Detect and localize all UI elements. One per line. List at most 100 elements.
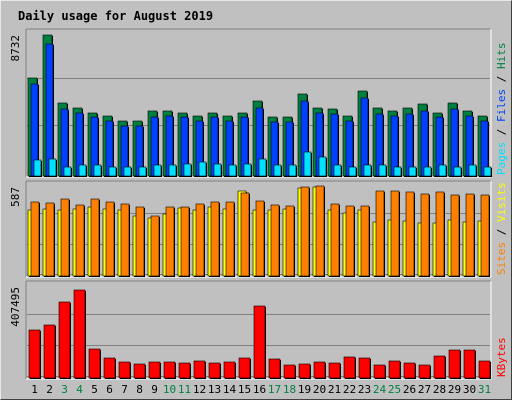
bar-kbytes-day-15 [238,357,251,379]
bar-pages-day-13 [213,163,222,177]
day-axis-labels: 1 2 3 4 5 6 7 8 9 10 11 12 13 14 15 16 17 18 19 20 21 22 23 24 2… [31,383,491,396]
bar-sites-day-12 [195,203,205,277]
day-label: 21 [328,383,341,396]
bar-pages-day-31 [483,166,492,177]
bar-kbytes-day-1 [28,329,41,379]
legend-hits-files-pages: Pages / Files / Hits [495,43,508,176]
bar-sites-day-19 [300,186,310,277]
day-label: 29 [448,383,461,396]
day-label: 24 [373,383,387,396]
bar-kbytes-day-10 [163,361,176,379]
legend-visits-sites: Sites / Visits [495,182,508,275]
legend-item: Hits [495,43,508,70]
bar-files-day-23 [360,97,369,177]
bar-sites-day-31 [480,194,490,277]
bar-sites-day-26 [405,191,415,277]
bar-sites-day-2 [45,202,55,277]
bar-kbytes-day-13 [208,362,221,379]
legend-item: Pages [495,142,508,175]
bar-kbytes-day-27 [418,364,431,379]
bar-kbytes-day-20 [313,361,326,379]
bar-pages-day-10 [168,164,177,177]
bar-files-day-27 [420,110,429,177]
day-label: 22 [343,383,356,396]
bar-sites-day-7 [120,203,130,277]
bar-kbytes-day-3 [58,301,71,379]
bar-pages-day-20 [318,156,327,177]
bar-kbytes-day-8 [133,363,146,379]
bar-pages-day-9 [153,164,162,177]
bar-sites-day-23 [360,205,370,277]
day-label: 13 [208,383,221,396]
bar-pages-day-3 [63,166,72,177]
bar-kbytes-day-9 [148,361,161,379]
day-label: 9 [151,383,158,396]
day-label: 18 [283,383,296,396]
chart-panels: 8732 Pages / Files / Hits 587 Sites / Visit… [9,28,508,380]
day-label: 8 [136,383,143,396]
bar-sites-day-6 [105,201,115,277]
bar-pages-day-19 [303,151,312,177]
day-label: 4 [76,383,83,396]
day-label: 14 [223,383,237,396]
bar-sites-day-25 [390,190,400,277]
day-label: 27 [418,383,431,396]
bar-kbytes-day-18 [283,364,296,379]
bar-kbytes-day-11 [178,362,191,379]
bar-sites-day-5 [90,198,100,277]
panel-visits-sites: 587 Sites / Visits [9,180,508,278]
bar-pages-day-11 [183,163,192,177]
bar-kbytes-day-22 [343,356,356,379]
bar-files-day-29 [450,108,459,177]
bar-pages-day-8 [138,166,147,177]
bar-files-day-3 [60,108,69,177]
bar-pages-day-16 [258,158,267,177]
bar-pages-day-28 [438,164,447,177]
day-label: 11 [178,383,191,396]
day-label: 6 [106,383,113,396]
bar-pages-day-12 [198,161,207,177]
day-label: 20 [313,383,326,396]
bar-kbytes-day-21 [328,362,341,379]
legend-item: / [495,69,508,89]
day-label: 3 [61,383,68,396]
day-label: 19 [298,383,311,396]
bar-sites-day-14 [225,201,235,277]
legend-item: / [495,222,508,242]
bar-kbytes-day-31 [478,360,491,379]
bar-pages-day-27 [423,166,432,177]
bar-kbytes-day-26 [403,362,416,379]
bar-pages-day-2 [48,158,57,177]
bar-kbytes-day-24 [373,364,386,379]
panel-kbytes: 407495 KBytes [9,280,508,380]
bar-pages-day-15 [243,163,252,177]
day-label: 16 [253,383,266,396]
day-label: 28 [433,383,446,396]
bar-pages-day-26 [408,166,417,177]
bar-kbytes-day-16 [253,305,266,379]
bar-pages-day-4 [78,164,87,177]
bar-sites-day-27 [420,193,430,277]
day-label: 30 [463,383,476,396]
bar-sites-day-28 [435,191,445,277]
bar-kbytes-day-17 [268,358,281,379]
bar-pages-day-25 [393,166,402,177]
legend-item: Files [495,89,508,122]
day-label: 15 [238,383,251,396]
bar-sites-day-8 [135,206,145,277]
bar-files-day-26 [405,113,414,177]
bar-pages-day-24 [378,164,387,177]
bar-pages-day-18 [288,164,297,177]
bar-kbytes-day-28 [433,355,446,379]
bar-sites-day-30 [465,193,475,277]
day-label: 2 [46,383,53,396]
bar-sites-day-9 [150,215,160,277]
bar-pages-day-21 [333,164,342,177]
bar-sites-day-3 [60,198,70,277]
day-label: 23 [358,383,371,396]
bar-kbytes-day-14 [223,361,236,379]
bar-sites-day-13 [210,201,220,277]
y-max-label: 8732 [9,35,22,62]
bar-kbytes-day-5 [88,348,101,379]
